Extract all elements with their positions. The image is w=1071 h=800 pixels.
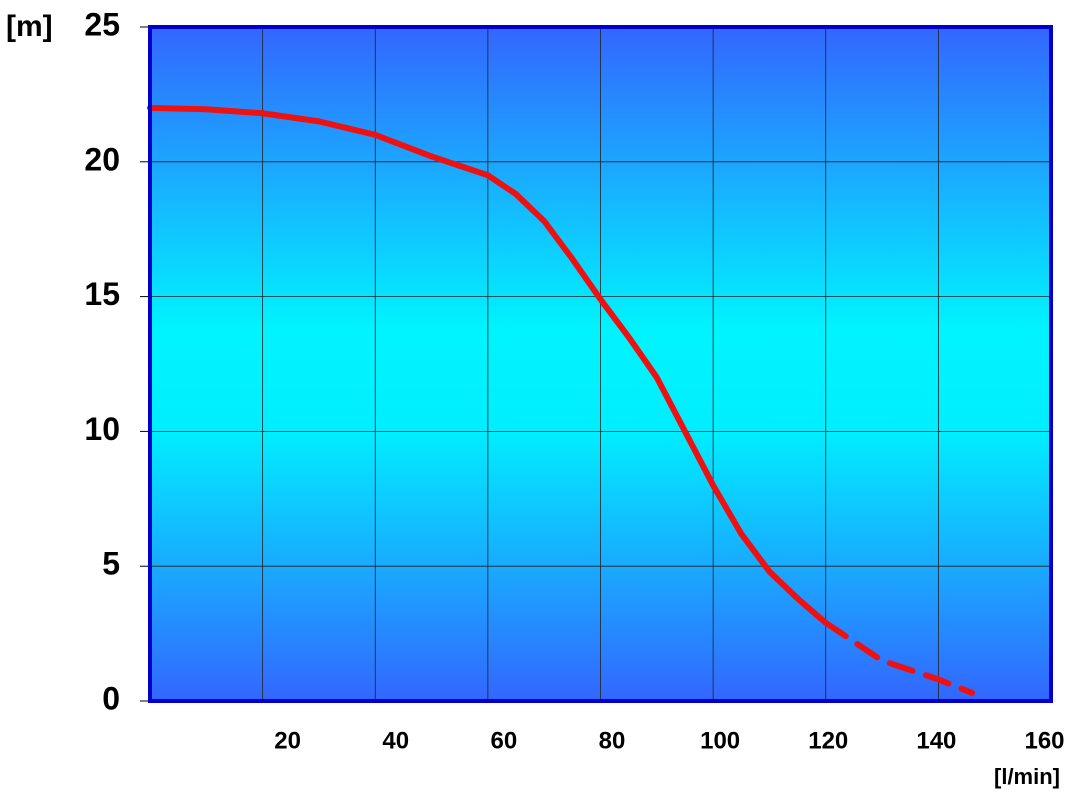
x-tick-label: 60 bbox=[491, 727, 518, 754]
x-tick-label: 160 bbox=[1024, 727, 1064, 754]
y-tick-label: 0 bbox=[102, 680, 120, 716]
x-tick-label: 80 bbox=[599, 727, 626, 754]
y-tick-label: 20 bbox=[84, 141, 120, 177]
y-axis-label: [m] bbox=[6, 10, 53, 43]
y-tick-label: 10 bbox=[84, 411, 120, 447]
y-tick-label: 15 bbox=[84, 276, 120, 312]
x-tick-label: 100 bbox=[700, 727, 740, 754]
curve bbox=[822, 619, 976, 696]
y-tick-label: 25 bbox=[84, 6, 120, 42]
x-tick-label: 20 bbox=[274, 727, 301, 754]
x-axis-label: [l/min] bbox=[994, 764, 1060, 789]
x-tick-label: 140 bbox=[916, 727, 956, 754]
x-tick-label: 120 bbox=[808, 727, 848, 754]
curve bbox=[147, 104, 829, 626]
plot-border bbox=[148, 25, 1053, 703]
y-tick-label: 5 bbox=[102, 546, 120, 582]
x-tick-label: 40 bbox=[382, 727, 409, 754]
